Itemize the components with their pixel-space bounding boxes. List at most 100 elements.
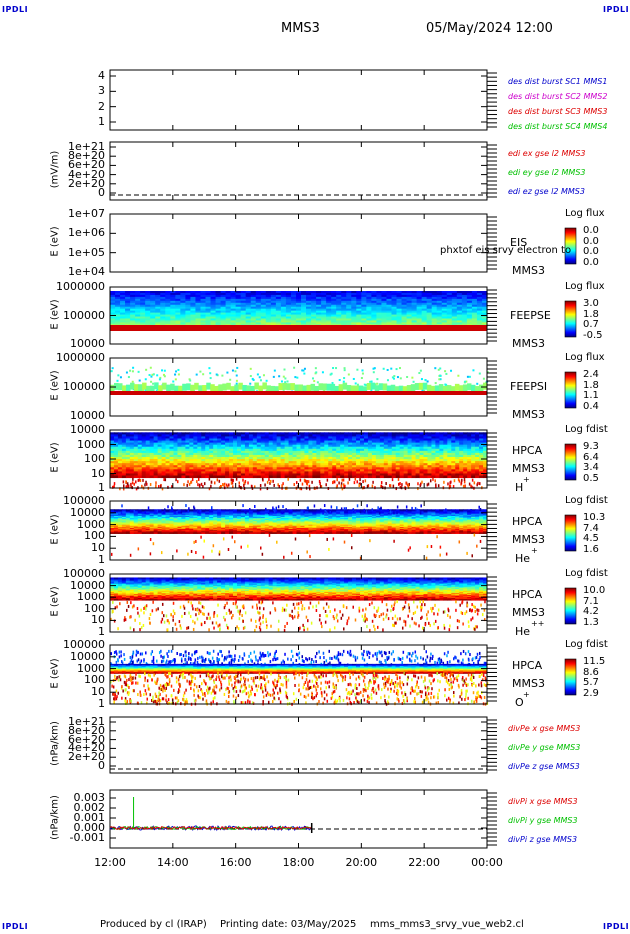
corner-label-tl: IPDLI [2,5,29,14]
heatmap-cell [230,296,237,300]
heatmap-cell [264,438,270,442]
heatmap-cell [197,438,202,442]
heatmap-cell [255,318,262,322]
heatmap-cell [118,383,123,391]
heatmap-cell [318,383,324,391]
heatmap-cell [197,459,202,462]
heatmap-cell [411,310,418,314]
heatmap-cell [129,444,135,448]
heatmap-cell [288,446,294,450]
heatmap-cell [121,452,127,456]
heatmap-cell [125,438,131,442]
heatmap-cell [381,296,388,300]
heatmap-cell [312,467,317,470]
heatmap-cell [466,318,473,322]
heatmap-cell [209,377,212,380]
heatmap-cell [300,446,305,450]
heatmap-cell [270,312,277,316]
heatmap-cell [209,463,214,466]
heatmap-cell [386,308,393,312]
heatmap-cell [311,480,313,484]
heatmap-cell [110,456,115,460]
heatmap-cell [421,292,428,296]
heatmap-cell [205,452,210,456]
heatmap-cell [195,294,202,298]
heatmap-cell [421,306,428,310]
heatmap-cell [308,469,313,472]
heatmap-cell [468,482,471,486]
heatmap-cell [394,386,400,394]
heatmap-cell [481,312,488,316]
heatmap-cell [195,291,202,294]
heatmap-cell [117,440,123,444]
heatmap-cell [284,377,287,380]
heatmap-cell [215,314,222,318]
heatmap-cell [292,461,298,464]
heatmap-cell [225,473,230,477]
heatmap-cell [150,308,156,312]
heatmap-cell [301,318,307,322]
heatmap-cell [376,310,383,314]
heatmap-cell [326,292,332,296]
heatmap-cell [230,314,237,318]
heatmap-cell [446,322,453,325]
heatmap-cell [185,294,192,298]
heatmap-cell [130,382,135,390]
heatmap-cell [255,316,262,320]
heatmap-cell [235,298,242,302]
heatmap-cell [320,452,325,456]
heatmap-cell [125,471,131,474]
heatmap-cell [200,298,207,302]
heatmap-cell [301,302,307,306]
heatmap-cell [210,384,215,392]
heatmap-cell [110,444,115,448]
heatmap-cell [280,475,286,479]
heatmap-cell [399,482,401,486]
heatmap-cell [145,436,151,439]
heatmap-cell [175,308,181,312]
heatmap-cell [248,473,254,477]
heatmap-cell [110,310,116,314]
heatmap-cell [280,438,286,442]
heatmap-cell [268,467,274,470]
heatmap-cell [321,310,327,314]
heatmap-cell [331,296,337,300]
heatmap-cell [471,314,478,318]
heatmap-cell [324,475,329,479]
heatmap-cell [351,320,357,324]
heatmap-cell [284,459,290,462]
heatmap-cell [121,446,127,450]
heatmap-cell [161,467,167,470]
heatmap-cell [295,291,302,294]
heatmap-cell [461,322,468,325]
heatmap-cell [415,475,421,479]
heatmap-cell [456,314,463,318]
heatmap-cell [439,367,442,370]
heatmap-cell [436,320,443,324]
heatmap-cell [110,306,116,310]
heatmap-cell [316,292,322,296]
heatmap-cell [144,483,146,487]
heatmap-cell [213,463,218,466]
heatmap-cell [145,471,151,474]
heatmap-cell [426,300,433,304]
heatmap-cell [221,461,226,464]
heatmap-cell [288,440,294,444]
heatmap-cell [311,304,317,308]
heatmap-cell [225,436,230,439]
heatmap-cell [121,461,127,464]
heatmap-cell [139,479,142,483]
heatmap-cell [110,322,116,325]
heatmap-cell [476,318,483,322]
heatmap-cell [382,383,388,391]
heatmap-cell [296,473,301,477]
heatmap-cell [230,291,237,294]
heatmap-cell [158,385,163,393]
heatmap-cell [121,469,127,472]
heatmap-cell [120,304,126,308]
heatmap-cell [189,467,194,470]
heatmap-cell [236,452,242,456]
heatmap-cell [296,450,301,454]
heatmap-cell [205,454,210,458]
heatmap-cell [141,465,147,468]
